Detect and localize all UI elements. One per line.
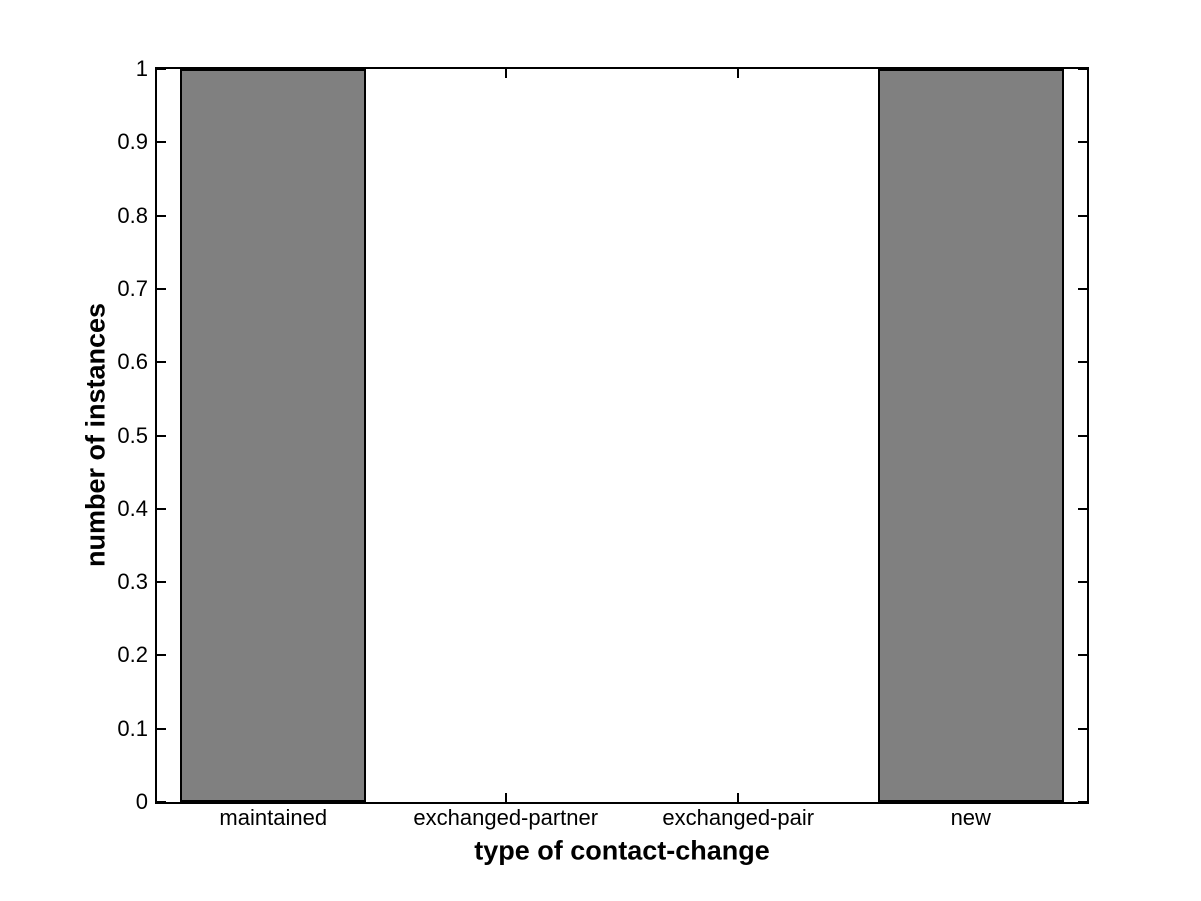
y-tick-right	[1078, 68, 1087, 70]
y-tick-right	[1078, 801, 1087, 803]
y-tick-left	[157, 434, 166, 437]
y-tick-label: 0.6	[117, 349, 148, 375]
y-tick-left	[157, 361, 166, 364]
x-tick-top	[504, 69, 507, 78]
x-tick-label-maintained: maintained	[219, 805, 328, 830]
y-tick-left	[157, 68, 166, 70]
y-tick-left	[157, 727, 166, 730]
y-tick-right	[1078, 287, 1087, 290]
y-tick-left	[157, 214, 166, 217]
y-tick-right	[1078, 727, 1087, 730]
x-tick-label-exchanged-pair: exchanged-pair	[662, 805, 815, 830]
y-tick-right	[1078, 214, 1087, 217]
y-tick-right	[1078, 434, 1087, 437]
bar-new	[877, 69, 1064, 802]
x-tick-bottom	[737, 793, 740, 802]
y-tick-right	[1078, 581, 1087, 584]
y-tick-label: 0.1	[117, 715, 148, 741]
y-tick-label: 0.4	[117, 495, 148, 521]
x-tick-top	[737, 69, 740, 78]
x-tick-label-exchanged-partner: exchanged-partner	[413, 805, 599, 830]
y-tick-label: 0.9	[117, 129, 148, 155]
y-tick-right	[1078, 507, 1087, 510]
y-tick-left	[157, 287, 166, 290]
y-tick-label: 0.8	[117, 202, 148, 228]
y-tick-left	[157, 141, 166, 144]
y-tick-right	[1078, 361, 1087, 364]
bar-maintained	[180, 69, 367, 802]
x-axis-label: type of contact-change	[474, 835, 770, 866]
y-tick-left	[157, 654, 166, 657]
y-tick-label: 0.5	[117, 422, 148, 448]
y-tick-left	[157, 801, 166, 803]
x-tick-bottom	[504, 793, 507, 802]
y-tick-left	[157, 507, 166, 510]
y-tick-right	[1078, 141, 1087, 144]
x-tick-label-new: new	[950, 805, 991, 830]
y-tick-right	[1078, 654, 1087, 657]
y-tick-label: 0.7	[117, 275, 148, 301]
y-tick-label: 0	[135, 789, 148, 814]
y-tick-label: 0.2	[117, 642, 148, 668]
y-tick-left	[157, 581, 166, 584]
y-tick-label: 1	[135, 56, 148, 81]
y-tick-label: 0.3	[117, 569, 148, 595]
